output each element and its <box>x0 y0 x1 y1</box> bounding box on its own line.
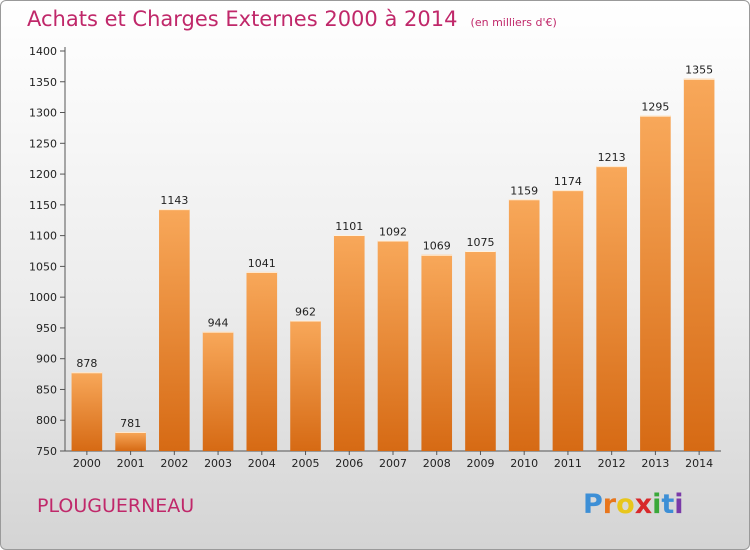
bar-2013 <box>640 115 671 451</box>
proxiti-logo: Proxiti <box>583 489 684 520</box>
commune-name: PLOUGUERNEAU <box>37 495 195 517</box>
x-tick-label-2008: 2008 <box>423 457 451 470</box>
y-tick-label: 850 <box>36 383 57 396</box>
bar-2003 <box>202 331 234 451</box>
x-tick-label-2006: 2006 <box>335 457 363 470</box>
bar-2009 <box>465 251 496 451</box>
x-tick-label-2004: 2004 <box>248 457 276 470</box>
y-tick-label: 950 <box>36 322 57 335</box>
value-label-2011: 1174 <box>554 175 582 188</box>
chart-unit-text: (en milliers d'€) <box>470 16 557 29</box>
x-tick-label-2009: 2009 <box>466 457 494 470</box>
x-tick-label-2013: 2013 <box>641 457 669 470</box>
chart-labels: 878 2000 781 2001 1143 2002 944 2003 1041 2004 962… <box>73 64 713 470</box>
y-tick-label: 1000 <box>29 291 57 304</box>
value-label-2004: 1041 <box>248 257 276 270</box>
bar-2011 <box>552 190 584 452</box>
x-tick-label-2014: 2014 <box>685 457 713 470</box>
value-label-2013: 1295 <box>641 101 669 114</box>
value-label-2014: 1355 <box>685 64 713 77</box>
bar-2006 <box>333 235 365 451</box>
bar-2004 <box>246 271 278 451</box>
value-label-2010: 1159 <box>510 184 538 197</box>
bar-2001 <box>115 431 146 451</box>
x-tick-label-2005: 2005 <box>292 457 320 470</box>
x-tick-label-2011: 2011 <box>554 457 582 470</box>
y-tick-label: 1250 <box>29 137 57 150</box>
logo-letter: t <box>661 489 675 520</box>
bar-2002 <box>159 209 190 451</box>
logo-letter: r <box>602 489 617 520</box>
logo-letter: x <box>634 489 653 520</box>
value-label-2005: 962 <box>295 306 316 319</box>
value-label-2002: 1143 <box>160 194 188 207</box>
x-tick-label-2002: 2002 <box>160 457 188 470</box>
bar-2005 <box>290 320 321 451</box>
y-tick-label: 900 <box>36 353 57 366</box>
y-tick-label: 1150 <box>29 199 57 212</box>
bar-2010 <box>508 199 540 451</box>
logo-letter: P <box>583 489 603 520</box>
y-tick-label: 1200 <box>29 168 57 181</box>
y-tick-label: 1400 <box>29 45 57 58</box>
bar-2008 <box>421 254 453 451</box>
value-label-2009: 1075 <box>466 236 494 249</box>
x-tick-label-2007: 2007 <box>379 457 407 470</box>
bar-2000 <box>71 372 103 451</box>
chart-title-text: Achats et Charges Externes 2000 à 2014 <box>27 7 458 31</box>
chart-axes: 750 800 850 900 950 1000 1050 1100 1150 1200 1250 1… <box>29 45 721 458</box>
x-tick-label-2000: 2000 <box>73 457 101 470</box>
bar-2012 <box>596 166 627 452</box>
value-label-2000: 878 <box>76 357 97 370</box>
value-label-2003: 944 <box>208 317 229 330</box>
chart-title: Achats et Charges Externes 2000 à 2014 (… <box>27 7 557 31</box>
value-label-2006: 1101 <box>335 220 363 233</box>
logo-letter: o <box>616 489 635 520</box>
x-tick-label-2012: 2012 <box>598 457 626 470</box>
chart-bars <box>71 78 715 452</box>
y-tick-label: 800 <box>36 414 57 427</box>
x-tick-label-2003: 2003 <box>204 457 232 470</box>
y-tick-label: 1350 <box>29 76 57 89</box>
y-tick-label: 1300 <box>29 107 57 120</box>
bar-2014 <box>683 78 715 451</box>
x-tick-label-2001: 2001 <box>117 457 145 470</box>
x-tick-label-2010: 2010 <box>510 457 538 470</box>
bar-2007 <box>377 240 409 451</box>
y-tick-label: 750 <box>36 445 57 458</box>
logo-letter: i <box>674 489 684 520</box>
value-label-2012: 1213 <box>598 151 626 164</box>
logo-letter: i <box>652 489 662 520</box>
value-label-2001: 781 <box>120 417 141 430</box>
value-label-2008: 1069 <box>423 240 451 253</box>
y-tick-label: 1100 <box>29 230 57 243</box>
value-label-2007: 1092 <box>379 226 407 239</box>
y-tick-label: 1050 <box>29 260 57 273</box>
